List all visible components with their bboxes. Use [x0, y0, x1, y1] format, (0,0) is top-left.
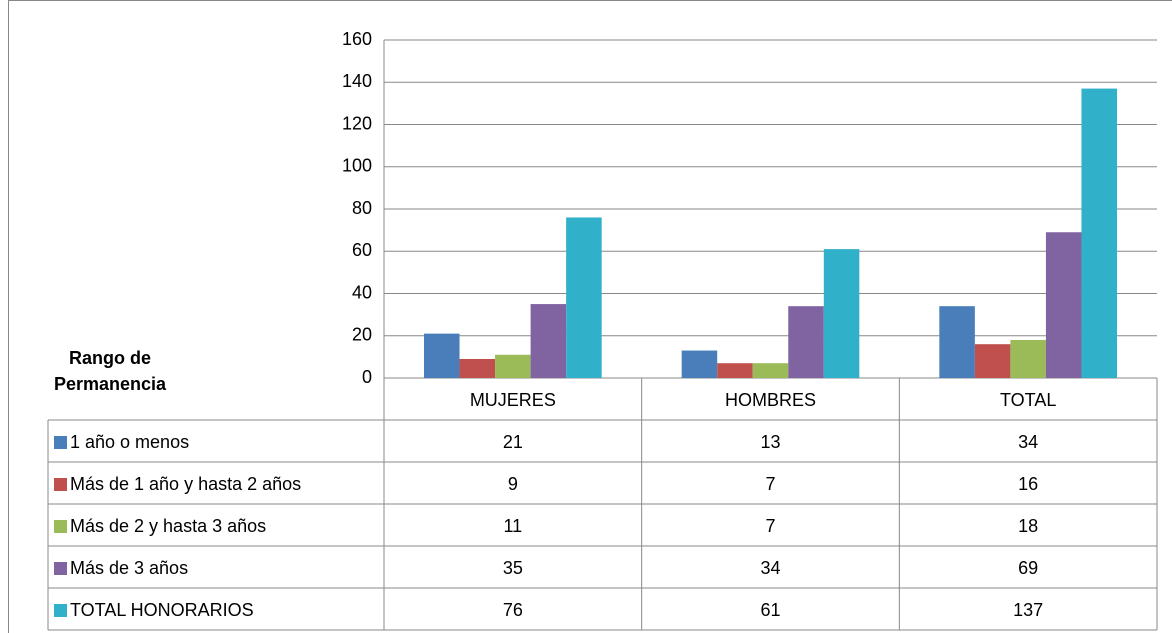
legend-swatch: [54, 562, 67, 575]
legend-label: Más de 3 años: [70, 558, 188, 578]
bar: [1010, 339, 1046, 378]
table-value: 34: [760, 558, 780, 578]
bar: [459, 358, 496, 378]
x-tick-label: HOMBRES: [725, 390, 816, 410]
bar: [1045, 232, 1082, 378]
legend-label: Más de 1 año y hasta 2 años: [70, 474, 301, 494]
bar: [752, 363, 789, 378]
y-tick-label: 40: [352, 282, 372, 302]
table-value: 35: [503, 558, 523, 578]
bar: [974, 344, 1011, 378]
bar: [566, 217, 602, 378]
bar: [495, 354, 531, 378]
table-value: 18: [1018, 516, 1038, 536]
table-value: 69: [1018, 558, 1038, 578]
bar: [424, 333, 460, 378]
y-tick-label: 100: [342, 156, 372, 176]
table-value: 16: [1018, 474, 1038, 494]
legend-label: 1 año o menos: [70, 432, 189, 452]
legend-label: Más de 2 y hasta 3 años: [70, 516, 266, 536]
table-value: 9: [508, 474, 518, 494]
legend-swatch: [54, 604, 67, 617]
y-tick-label: 0: [362, 367, 372, 387]
side-label: Rango de Permanencia: [53, 348, 167, 394]
table-value: 13: [760, 432, 780, 452]
bar: [681, 350, 718, 378]
table-value: 61: [760, 600, 780, 620]
x-tick-label: MUJERES: [470, 390, 556, 410]
y-tick-label: 80: [352, 198, 372, 218]
legend-swatch: [54, 436, 67, 449]
legend-swatch: [54, 520, 67, 533]
table-value: 34: [1018, 432, 1038, 452]
legend-swatch: [54, 478, 67, 491]
bar: [530, 304, 567, 378]
bar: [788, 306, 824, 378]
bar: [823, 249, 860, 378]
table-value: 137: [1013, 600, 1043, 620]
table-value: 11: [503, 516, 522, 536]
y-tick-label: 60: [352, 240, 372, 260]
bar: [717, 363, 753, 378]
table-value: 7: [765, 474, 775, 494]
x-tick-label: TOTAL: [1000, 390, 1056, 410]
table-value: 76: [503, 600, 523, 620]
y-tick-label: 140: [342, 71, 372, 91]
y-tick-label: 160: [342, 29, 372, 49]
frame: [8, 0, 1172, 633]
table-value: 7: [765, 516, 775, 536]
table-value: 21: [503, 432, 523, 452]
y-tick-label: 120: [342, 113, 372, 133]
legend-label: TOTAL HONORARIOS: [70, 600, 254, 620]
bar: [939, 306, 975, 378]
y-tick-label: 20: [352, 325, 372, 345]
bar: [1081, 88, 1117, 379]
